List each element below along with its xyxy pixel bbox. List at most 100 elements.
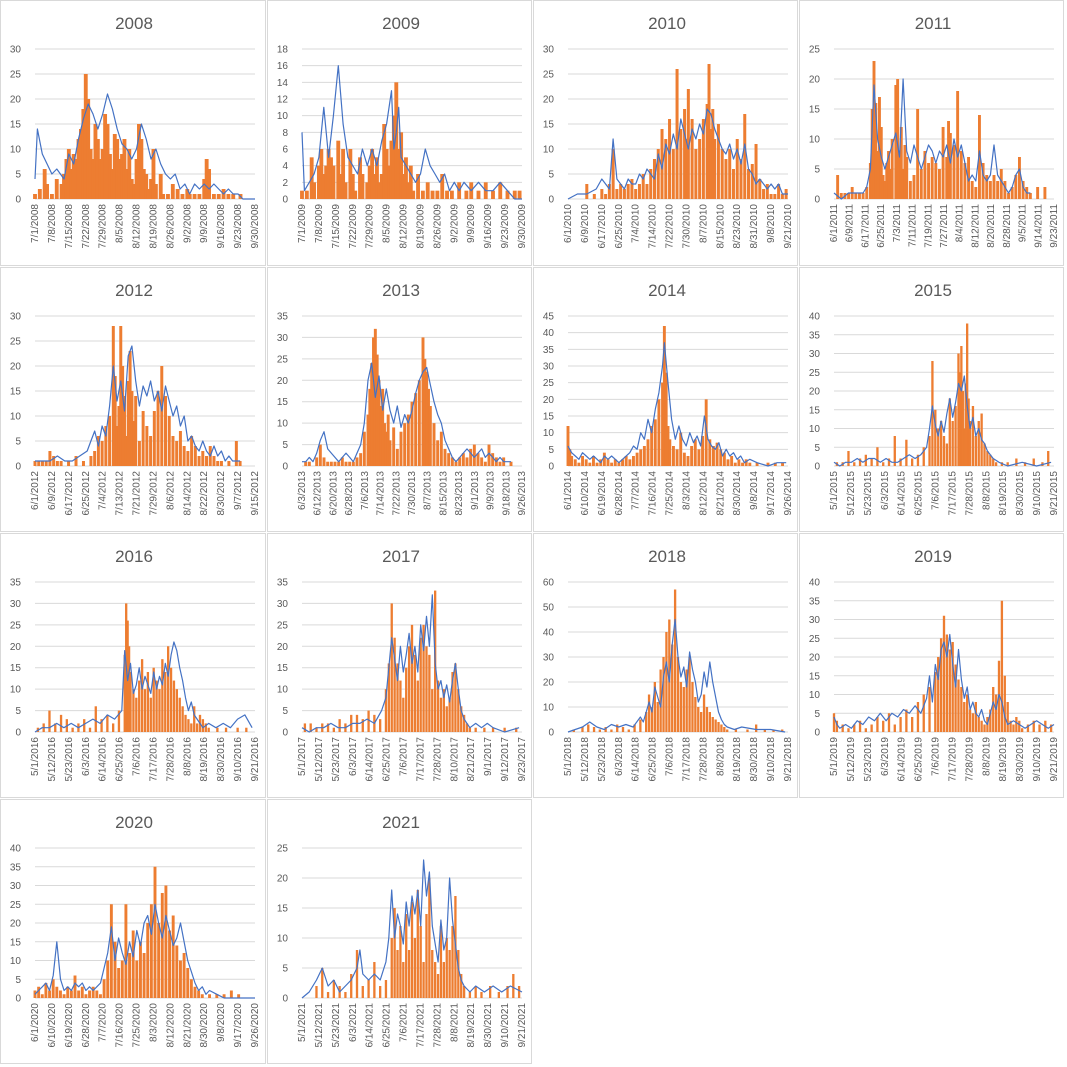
x-tick-label: 7/28/2018 (698, 737, 709, 782)
bar (106, 960, 110, 998)
x-tick-label: 7/30/2010 (682, 204, 693, 249)
bar (350, 174, 355, 199)
bar (611, 149, 615, 199)
bar (476, 453, 480, 466)
x-tick-label: 9/9/2008 (199, 204, 210, 243)
bar (351, 461, 355, 466)
bar (585, 184, 589, 199)
bar (983, 443, 986, 466)
x-tick-label: 6/17/2012 (64, 471, 75, 516)
bar (451, 672, 454, 732)
bar (405, 667, 408, 732)
x-tick-label: 6/14/2018 (631, 737, 642, 782)
bar (983, 724, 986, 732)
chart-title: 2010 (648, 14, 686, 33)
bar (434, 962, 437, 998)
bar (96, 436, 100, 466)
x-tick-label: 7/21/2012 (132, 471, 143, 516)
bar (100, 149, 105, 199)
bar (739, 159, 743, 199)
x-tick-label: 8/7/2013 (423, 471, 434, 510)
bar (512, 974, 515, 998)
bar (141, 411, 145, 466)
bar (164, 885, 168, 998)
x-tick-label: 7/22/2010 (665, 204, 676, 249)
y-tick-label: 35 (10, 862, 22, 873)
chart-title: 2013 (382, 281, 420, 300)
y-tick-label: 12 (277, 95, 289, 106)
bar (712, 446, 715, 466)
bar (127, 149, 132, 199)
bar (744, 459, 748, 466)
y-tick-label: 35 (543, 345, 555, 356)
bar (167, 416, 171, 466)
bar (410, 401, 414, 466)
x-tick-label: 6/19/2014 (597, 471, 608, 516)
bar (934, 163, 938, 199)
bar (432, 423, 436, 466)
bar (1003, 181, 1007, 199)
bar (197, 194, 202, 199)
x-tick-label: 6/28/2013 (344, 471, 355, 516)
bar (236, 727, 239, 732)
x-tick-label: 6/1/2014 (563, 471, 574, 510)
bar (684, 139, 688, 199)
y-tick-label: 5 (282, 706, 288, 717)
x-tick-label: 7/16/2020 (115, 1003, 126, 1048)
bar (865, 187, 869, 199)
bar (112, 723, 115, 732)
bar (207, 727, 210, 732)
bar (709, 129, 713, 199)
x-tick-label: 6/25/2011 (876, 204, 887, 248)
bar (143, 689, 147, 732)
x-tick-label: 7/27/2011 (939, 204, 950, 248)
bar (372, 337, 375, 466)
bar (905, 439, 908, 466)
bar (393, 908, 396, 998)
bar (746, 729, 749, 732)
bar (413, 938, 417, 998)
x-tick-label: 8/28/2011 (1002, 204, 1013, 248)
bar (750, 164, 754, 199)
bar (355, 457, 359, 466)
y-tick-label: 16 (277, 61, 289, 72)
bar (713, 139, 717, 199)
bar (37, 986, 41, 998)
bar (396, 950, 399, 998)
x-tick-label: 8/8/2015 (981, 471, 992, 510)
bar (106, 714, 109, 732)
bar (135, 960, 139, 998)
bar (399, 680, 402, 732)
bar (970, 181, 974, 199)
chart-svg: 2016 0 5 10 15 20 25 30 35 5/1/2016 5/12/2016 5/23/… (10, 547, 261, 782)
bar (204, 159, 209, 199)
y-tick-label: 5 (15, 437, 21, 448)
bar (431, 689, 434, 732)
x-tick-label: 7/13/2012 (115, 471, 126, 516)
bar (121, 366, 125, 466)
x-tick-label: 8/30/2021 (483, 1003, 494, 1048)
bar (227, 461, 231, 466)
bar (128, 953, 131, 998)
x-tick-label: 7/15/2009 (331, 204, 342, 249)
bar (422, 624, 425, 732)
bar (447, 453, 451, 466)
bar (425, 371, 429, 466)
bar (832, 713, 836, 732)
x-tick-label: 9/2/2009 (449, 204, 460, 243)
bar (577, 462, 581, 466)
bar (772, 729, 775, 732)
bar (864, 728, 867, 732)
bar (54, 179, 59, 199)
chart-title: 2019 (914, 547, 952, 566)
chart-svg: 2009 0 2 4 6 8 10 12 14 16 18 7/1/2009 7/8/2009 7/15/… (277, 14, 528, 249)
x-tick-label: 6/25/2021 (382, 1003, 393, 1048)
bar (130, 391, 134, 466)
bar (1015, 458, 1018, 466)
bar (119, 326, 123, 466)
bar (404, 157, 408, 199)
bar (185, 189, 190, 199)
x-tick-label: 8/26/2009 (432, 204, 443, 249)
x-tick-label: 5/12/2017 (314, 737, 325, 782)
bar (149, 904, 153, 998)
